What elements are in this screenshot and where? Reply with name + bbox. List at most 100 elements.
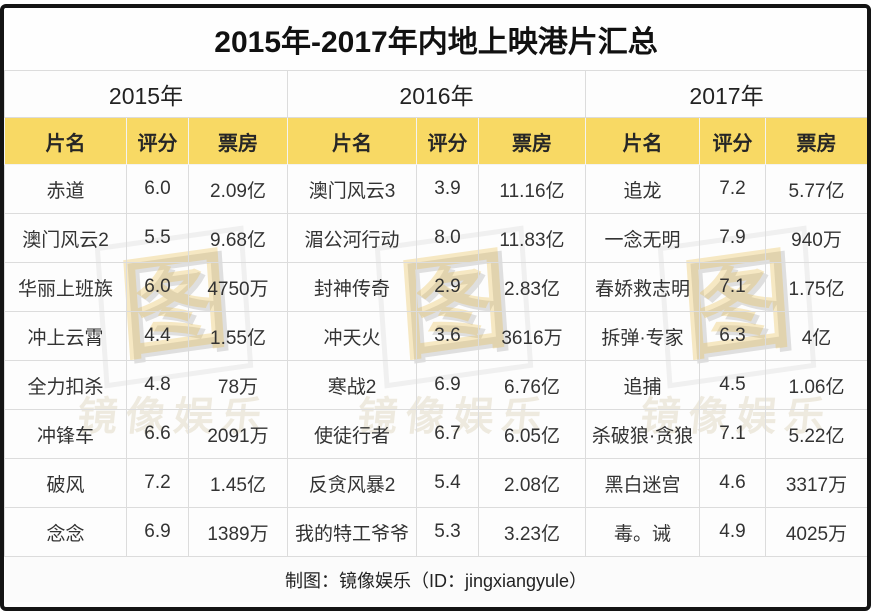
film-name-cell: 破风 (4, 458, 127, 508)
film-name-cell: 追龙 (585, 164, 700, 214)
summary-table-card: 图 镜像娱乐 图 镜像娱乐 图 镜像娱乐 2015年-2017年内地上映港片汇总… (0, 4, 871, 611)
footer-row: 制图：镜像娱乐（ID：jingxiangyule） (4, 556, 867, 602)
film-name-cell: 黑白迷宫 (585, 458, 700, 508)
page-title: 2015年-2017年内地上映港片汇总 (4, 8, 867, 71)
film-name-cell: 春娇救志明 (585, 262, 700, 312)
rating-cell: 5.4 (416, 458, 479, 508)
rating-cell: 7.1 (699, 262, 766, 312)
year-header-2015: 2015年 (4, 70, 288, 118)
rating-cell: 4.6 (699, 458, 766, 508)
boxoffice-cell: 4025万 (765, 507, 867, 557)
boxoffice-cell: 6.76亿 (478, 360, 586, 410)
footer-credit: 制图：镜像娱乐（ID：jingxiangyule） (4, 556, 867, 602)
column-header-boxoffice: 票房 (765, 117, 867, 165)
boxoffice-cell: 2091万 (188, 409, 288, 459)
boxoffice-cell: 1.06亿 (765, 360, 867, 410)
rating-cell: 6.7 (416, 409, 479, 459)
column-header-row: 片名 评分 票房 片名 评分 票房 片名 评分 票房 (4, 117, 867, 165)
film-name-cell: 反贪风暴2 (287, 458, 417, 508)
rating-cell: 6.0 (126, 262, 189, 312)
rating-cell: 8.0 (416, 213, 479, 263)
film-name-cell: 赤道 (4, 164, 127, 214)
film-name-cell: 我的特工爷爷 (287, 507, 417, 557)
boxoffice-cell: 11.83亿 (478, 213, 586, 263)
film-name-cell: 全力扣杀 (4, 360, 127, 410)
boxoffice-cell: 1.55亿 (188, 311, 288, 361)
film-name-cell: 湄公河行动 (287, 213, 417, 263)
boxoffice-cell: 3.23亿 (478, 507, 586, 557)
column-header-rating: 评分 (416, 117, 479, 165)
table-row: 念念 6.9 1389万 我的特工爷爷 5.3 3.23亿 毒。诫 4.9 40… (4, 507, 867, 557)
boxoffice-cell: 2.09亿 (188, 164, 288, 214)
column-header-name: 片名 (4, 117, 127, 165)
table-row: 冲上云霄 4.4 1.55亿 冲天火 3.6 3616万 拆弹·专家 6.3 4… (4, 311, 867, 361)
rating-cell: 6.9 (416, 360, 479, 410)
boxoffice-cell: 2.08亿 (478, 458, 586, 508)
film-name-cell: 一念无明 (585, 213, 700, 263)
boxoffice-cell: 9.68亿 (188, 213, 288, 263)
boxoffice-cell: 3616万 (478, 311, 586, 361)
table-row: 全力扣杀 4.8 78万 寒战2 6.9 6.76亿 追捕 4.5 1.06亿 (4, 360, 867, 410)
rating-cell: 7.9 (699, 213, 766, 263)
rating-cell: 5.3 (416, 507, 479, 557)
film-name-cell: 华丽上班族 (4, 262, 127, 312)
rating-cell: 4.9 (699, 507, 766, 557)
boxoffice-cell: 5.22亿 (765, 409, 867, 459)
column-header-rating: 评分 (699, 117, 766, 165)
table-row: 华丽上班族 6.0 4750万 封神传奇 2.9 2.83亿 春娇救志明 7.1… (4, 262, 867, 312)
rating-cell: 4.4 (126, 311, 189, 361)
table-row: 赤道 6.0 2.09亿 澳门风云3 3.9 11.16亿 追龙 7.2 5.7… (4, 164, 867, 214)
film-name-cell: 澳门风云2 (4, 213, 127, 263)
rating-cell: 6.6 (126, 409, 189, 459)
film-name-cell: 澳门风云3 (287, 164, 417, 214)
rating-cell: 7.2 (126, 458, 189, 508)
boxoffice-cell: 11.16亿 (478, 164, 586, 214)
column-header-boxoffice: 票房 (188, 117, 288, 165)
column-header-boxoffice: 票房 (478, 117, 586, 165)
film-name-cell: 使徒行者 (287, 409, 417, 459)
rating-cell: 3.9 (416, 164, 479, 214)
film-name-cell: 封神传奇 (287, 262, 417, 312)
film-name-cell: 毒。诫 (585, 507, 700, 557)
film-name-cell: 杀破狼·贪狼 (585, 409, 700, 459)
rating-cell: 7.1 (699, 409, 766, 459)
rating-cell: 4.5 (699, 360, 766, 410)
film-name-cell: 冲上云霄 (4, 311, 127, 361)
year-header-2016: 2016年 (287, 70, 586, 118)
year-header-2017: 2017年 (585, 70, 867, 118)
boxoffice-cell: 1.45亿 (188, 458, 288, 508)
boxoffice-cell: 1.75亿 (765, 262, 867, 312)
film-name-cell: 冲天火 (287, 311, 417, 361)
table-row: 破风 7.2 1.45亿 反贪风暴2 5.4 2.08亿 黑白迷宫 4.6 33… (4, 458, 867, 508)
boxoffice-cell: 6.05亿 (478, 409, 586, 459)
hk-films-table: 2015年-2017年内地上映港片汇总 2015年 2016年 2017年 片名… (4, 8, 867, 602)
rating-cell: 7.2 (699, 164, 766, 214)
rating-cell: 4.8 (126, 360, 189, 410)
film-name-cell: 追捕 (585, 360, 700, 410)
rating-cell: 2.9 (416, 262, 479, 312)
film-name-cell: 寒战2 (287, 360, 417, 410)
boxoffice-cell: 5.77亿 (765, 164, 867, 214)
column-header-name: 片名 (585, 117, 700, 165)
boxoffice-cell: 3317万 (765, 458, 867, 508)
table-title-row: 2015年-2017年内地上映港片汇总 (4, 8, 867, 71)
rating-cell: 5.5 (126, 213, 189, 263)
table-row: 澳门风云2 5.5 9.68亿 湄公河行动 8.0 11.83亿 一念无明 7.… (4, 213, 867, 263)
boxoffice-cell: 1389万 (188, 507, 288, 557)
year-header-row: 2015年 2016年 2017年 (4, 70, 867, 118)
film-name-cell: 拆弹·专家 (585, 311, 700, 361)
boxoffice-cell: 2.83亿 (478, 262, 586, 312)
boxoffice-cell: 78万 (188, 360, 288, 410)
table-row: 冲锋车 6.6 2091万 使徒行者 6.7 6.05亿 杀破狼·贪狼 7.1 … (4, 409, 867, 459)
rating-cell: 6.3 (699, 311, 766, 361)
film-name-cell: 念念 (4, 507, 127, 557)
column-header-rating: 评分 (126, 117, 189, 165)
boxoffice-cell: 4亿 (765, 311, 867, 361)
film-name-cell: 冲锋车 (4, 409, 127, 459)
column-header-name: 片名 (287, 117, 417, 165)
rating-cell: 6.0 (126, 164, 189, 214)
rating-cell: 6.9 (126, 507, 189, 557)
rating-cell: 3.6 (416, 311, 479, 361)
boxoffice-cell: 940万 (765, 213, 867, 263)
boxoffice-cell: 4750万 (188, 262, 288, 312)
